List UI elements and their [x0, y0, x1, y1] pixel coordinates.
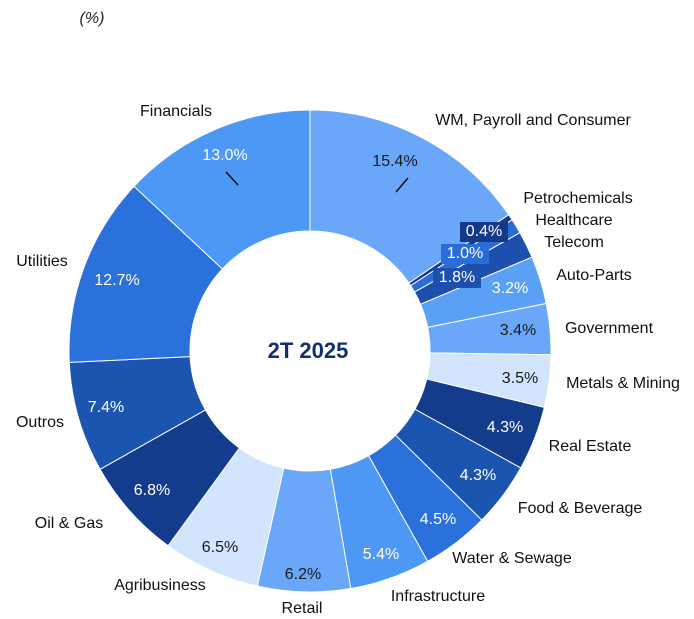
category-label: Infrastructure: [391, 588, 485, 605]
label-box: [433, 268, 481, 288]
leader-line: [225, 171, 239, 186]
category-label: Telecom: [544, 234, 604, 251]
data-label: 0.4%: [466, 223, 502, 240]
data-label: 5.4%: [363, 546, 399, 563]
category-label: Water & Sewage: [452, 550, 572, 567]
data-label: 12.7%: [94, 272, 139, 289]
category-label: Food & Beverage: [518, 500, 643, 517]
donut-segment: [133, 109, 311, 270]
category-label: Utilities: [16, 253, 68, 270]
label-box: [460, 222, 508, 242]
label-box: [441, 244, 489, 264]
data-label: 13.0%: [202, 147, 247, 164]
center-label: 2T 2025: [268, 338, 349, 363]
category-label: Financials: [140, 103, 212, 120]
data-label: 4.3%: [487, 419, 523, 436]
category-label: Real Estate: [549, 438, 632, 455]
category-label: Healthcare: [535, 212, 612, 229]
data-label: 3.2%: [492, 280, 528, 297]
data-label: 3.5%: [502, 370, 538, 387]
data-label: 4.5%: [420, 511, 456, 528]
data-label: 7.4%: [88, 399, 124, 416]
category-label: Metals & Mining: [566, 375, 680, 392]
data-label: 15.4%: [372, 153, 417, 170]
data-label: 6.8%: [134, 482, 170, 499]
data-label: 6.2%: [285, 566, 321, 583]
category-label: Retail: [282, 600, 323, 617]
category-label: Auto-Parts: [556, 267, 632, 284]
category-label: Outros: [16, 414, 64, 431]
data-label: 4.3%: [460, 467, 496, 484]
data-label: 6.5%: [202, 539, 238, 556]
data-label: 3.4%: [500, 322, 536, 339]
category-label: Oil & Gas: [35, 515, 103, 532]
category-label: Agribusiness: [114, 577, 206, 594]
donut-segment: [309, 109, 510, 284]
category-label: WM, Payroll and Consumer: [435, 112, 631, 129]
data-label: 1.8%: [439, 269, 475, 286]
leader-line: [395, 177, 409, 193]
category-label: Government: [565, 320, 654, 337]
category-label: Petrochemicals: [523, 190, 632, 207]
data-label: 1.0%: [447, 245, 483, 262]
chart-subtitle: (%): [80, 10, 105, 27]
